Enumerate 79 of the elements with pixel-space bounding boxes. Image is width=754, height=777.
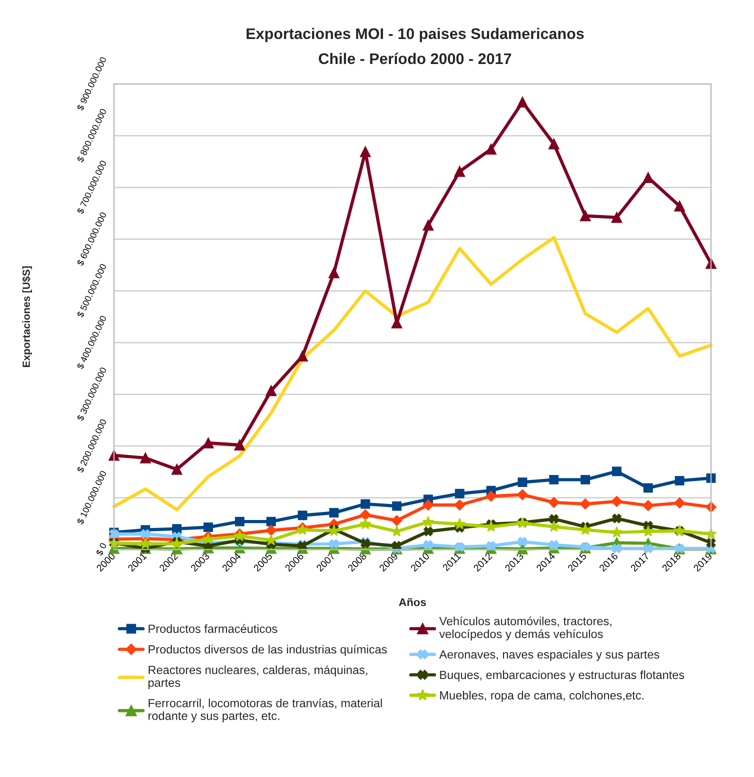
point xyxy=(392,501,402,511)
point xyxy=(360,518,372,530)
point xyxy=(423,526,433,536)
point xyxy=(642,172,654,184)
point xyxy=(454,488,464,498)
point xyxy=(422,516,434,528)
point xyxy=(140,538,152,549)
y-tick-label: $ 0 xyxy=(95,542,108,556)
point xyxy=(172,524,182,534)
point xyxy=(549,514,559,524)
legend-label: Reactores nucleares, calderas, máquinas, partes xyxy=(148,665,368,690)
point xyxy=(612,544,622,554)
point xyxy=(297,350,308,362)
point xyxy=(234,516,244,526)
legend-label: Aeronaves, naves espaciales y sus partes xyxy=(439,650,660,661)
point xyxy=(329,539,339,549)
point xyxy=(548,520,560,532)
point xyxy=(549,540,559,550)
point xyxy=(298,510,308,520)
point xyxy=(360,146,371,158)
point xyxy=(611,212,622,223)
legend-label: Ferrocarril, locomotoras de tranvías, material rodante y sus partes, etc. xyxy=(148,698,382,722)
point xyxy=(202,438,214,448)
point xyxy=(391,515,402,526)
y-axis-title: Exportaciones [U$S] xyxy=(22,266,32,367)
point xyxy=(612,466,622,476)
point xyxy=(674,497,686,508)
point xyxy=(548,138,560,150)
point xyxy=(549,474,559,484)
point xyxy=(579,524,592,535)
chart-subtitle: Chile - Período 2000 - 2017 xyxy=(318,52,512,64)
point xyxy=(329,508,339,518)
legend-label: Productos diversos de las industrias químicas xyxy=(148,644,387,656)
point xyxy=(204,522,213,532)
point xyxy=(454,518,466,530)
x-axis-title: Años xyxy=(398,598,426,606)
point xyxy=(422,220,434,231)
legend-label: Buques, embarcaciones y estructuras flotantes xyxy=(440,670,684,682)
point xyxy=(642,525,654,536)
line-series xyxy=(112,236,713,512)
point xyxy=(140,452,151,464)
point xyxy=(234,440,246,450)
point xyxy=(454,500,466,510)
chart-title: Exportaciones MOI - 10 paises Sudamericanos xyxy=(246,28,584,42)
point xyxy=(643,483,653,493)
point xyxy=(548,496,560,508)
point xyxy=(360,509,371,520)
legend-label: Vehículos automóviles, tractores, velocípedos y demás vehículos xyxy=(439,616,612,641)
point xyxy=(674,200,685,212)
point xyxy=(423,540,433,550)
point xyxy=(642,500,654,511)
legend-label: Productos farmacéuticos xyxy=(148,624,278,633)
point xyxy=(610,526,623,538)
point xyxy=(422,500,434,510)
point xyxy=(517,96,528,108)
point xyxy=(140,529,150,539)
point xyxy=(171,464,182,475)
point xyxy=(486,490,497,502)
legend-label: Muebles, ropa de cama, colchones,etc. xyxy=(440,690,644,702)
point xyxy=(266,516,276,526)
point xyxy=(518,537,528,546)
point xyxy=(580,498,591,510)
point xyxy=(454,166,466,177)
point xyxy=(392,541,402,551)
point xyxy=(486,144,496,155)
point xyxy=(360,499,370,509)
point xyxy=(580,210,591,222)
point xyxy=(485,520,497,532)
point xyxy=(266,524,277,536)
point xyxy=(706,538,716,548)
point xyxy=(486,541,496,551)
point xyxy=(266,385,277,396)
point xyxy=(580,474,590,484)
point xyxy=(611,496,622,507)
point xyxy=(328,267,340,278)
point xyxy=(517,489,528,500)
point xyxy=(518,478,528,487)
point xyxy=(674,476,684,486)
point xyxy=(612,514,622,524)
